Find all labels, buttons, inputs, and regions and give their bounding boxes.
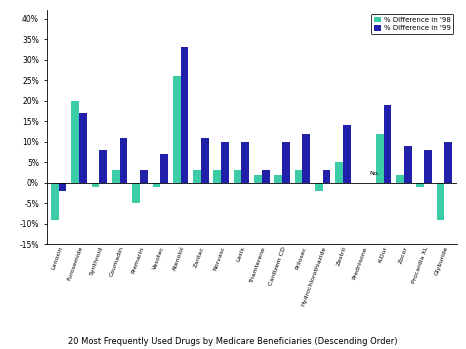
Bar: [396, 174, 404, 183]
Bar: [181, 47, 188, 183]
Bar: [404, 146, 411, 183]
Bar: [221, 142, 229, 183]
Bar: [384, 105, 391, 183]
Bar: [59, 183, 67, 191]
Bar: [160, 154, 168, 183]
Bar: [79, 113, 87, 183]
Bar: [152, 183, 160, 187]
Bar: [213, 170, 221, 183]
Bar: [140, 170, 148, 183]
Legend: % Difference in '98, % Difference in '99: % Difference in '98, % Difference in '99: [371, 14, 453, 34]
Bar: [173, 76, 181, 183]
Bar: [343, 125, 351, 183]
Bar: [437, 183, 445, 220]
Bar: [282, 142, 290, 183]
Text: 20 Most Frequently Used Drugs by Medicare Beneficiaries (Descending Order): 20 Most Frequently Used Drugs by Medicar…: [68, 336, 398, 346]
Bar: [302, 134, 310, 183]
Bar: [274, 174, 282, 183]
Bar: [262, 170, 269, 183]
Bar: [51, 183, 59, 220]
Bar: [335, 162, 343, 183]
Bar: [71, 101, 79, 183]
Bar: [234, 170, 241, 183]
Bar: [295, 170, 302, 183]
Bar: [254, 174, 262, 183]
Bar: [112, 170, 120, 183]
Bar: [241, 142, 249, 183]
Bar: [376, 134, 384, 183]
Bar: [132, 183, 140, 203]
Bar: [99, 150, 107, 183]
Text: No.: No.: [370, 171, 380, 176]
Bar: [120, 138, 127, 183]
Bar: [417, 183, 424, 187]
Bar: [92, 183, 99, 187]
Bar: [315, 183, 322, 191]
Bar: [322, 170, 330, 183]
Bar: [201, 138, 209, 183]
Bar: [193, 170, 201, 183]
Bar: [424, 150, 432, 183]
Bar: [445, 142, 452, 183]
